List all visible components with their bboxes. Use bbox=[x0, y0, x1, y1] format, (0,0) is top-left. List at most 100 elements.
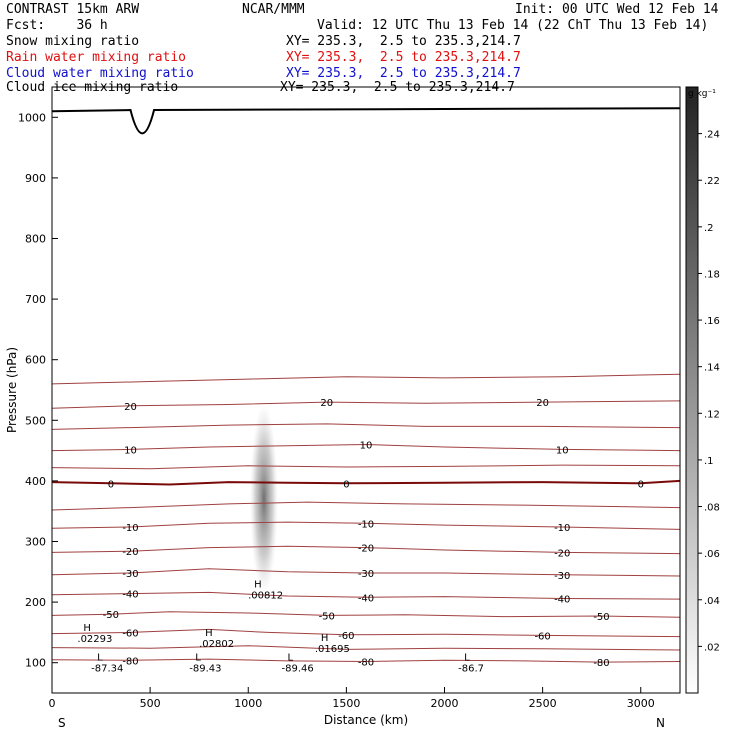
isotherm-line bbox=[52, 628, 680, 638]
isotherm-label: -20 bbox=[122, 547, 138, 558]
y-tick-label: 600 bbox=[25, 354, 46, 367]
colorbar-bar bbox=[685, 86, 699, 694]
isotherm-label: -60 bbox=[122, 628, 138, 639]
colorbar-tick-label: .18 bbox=[704, 269, 720, 280]
y-tick-label: 1000 bbox=[18, 111, 46, 124]
colorbar-tick-label: .2 bbox=[704, 223, 714, 234]
y-axis-label: Pressure (hPa) bbox=[5, 347, 19, 433]
isotherm-label: -20 bbox=[554, 548, 570, 559]
x-tick-label: 3000 bbox=[627, 697, 655, 710]
isotherm-line bbox=[52, 645, 680, 651]
forecast-hour: Fcst: 36 h bbox=[6, 18, 108, 33]
isotherm-label: -40 bbox=[122, 590, 138, 601]
colorbar-tick-label: .04 bbox=[704, 596, 720, 607]
isotherm-label: -50 bbox=[103, 610, 119, 621]
isotherm-line bbox=[52, 464, 680, 470]
colorbar-tick-label: .08 bbox=[704, 503, 720, 514]
field-label-rain: Rain water mixing ratio bbox=[6, 50, 187, 65]
center-name: NCAR/MMM bbox=[242, 2, 305, 17]
x-tick-label: 2500 bbox=[529, 697, 557, 710]
field-label-cloud-water: Cloud water mixing ratio bbox=[6, 66, 194, 81]
isotherm-label: -30 bbox=[358, 569, 374, 580]
y-tick-label: 300 bbox=[25, 536, 46, 549]
isotherm-line bbox=[52, 443, 680, 452]
isotherm-line bbox=[52, 658, 680, 663]
isotherm-line bbox=[52, 423, 680, 430]
x-tick-label: 1500 bbox=[332, 697, 360, 710]
x-tick-label: 0 bbox=[49, 697, 56, 710]
extremum-value: -89.46 bbox=[282, 663, 314, 674]
isotherm-label: 0 bbox=[343, 479, 349, 490]
isotherm-line bbox=[52, 568, 680, 577]
extremum-value: -89.43 bbox=[189, 663, 221, 674]
init-time: Init: 00 UTC Wed 12 Feb 14 bbox=[515, 2, 719, 17]
isotherm-label: -60 bbox=[338, 631, 354, 642]
isotherm-line bbox=[52, 400, 680, 409]
colorbar-tick-label: .22 bbox=[704, 176, 720, 187]
extremum-marker: H bbox=[254, 580, 262, 591]
isotherm-line bbox=[52, 611, 680, 618]
isotherm-label: -60 bbox=[534, 631, 550, 642]
extremum-marker: L bbox=[97, 652, 103, 663]
isotherm-label: 10 bbox=[124, 445, 137, 456]
extremum-marker: H bbox=[205, 628, 213, 639]
isotherm-label: 20 bbox=[124, 402, 137, 413]
extremum-value: .00812 bbox=[248, 591, 283, 602]
isotherm-label: -80 bbox=[358, 657, 374, 668]
extremum-marker: L bbox=[464, 652, 470, 663]
isotherm-label: -10 bbox=[358, 519, 374, 530]
field-label-snow: Snow mixing ratio bbox=[6, 34, 140, 49]
isotherm-label: -80 bbox=[593, 658, 609, 669]
extremum-marker: H bbox=[83, 623, 91, 634]
isotherm-label: 20 bbox=[320, 398, 333, 409]
colorbar-tick-label: .12 bbox=[704, 409, 720, 420]
isotherm-label: -50 bbox=[593, 612, 609, 623]
isotherm-label: -10 bbox=[122, 523, 138, 534]
isotherm-label: -30 bbox=[122, 569, 138, 580]
y-tick-label: 800 bbox=[25, 233, 46, 246]
y-tick-label: 900 bbox=[25, 172, 46, 185]
isotherm-label: 0 bbox=[638, 479, 644, 490]
plot-frame bbox=[51, 86, 681, 694]
extremum-value: .02293 bbox=[77, 634, 112, 645]
isotherm-label: -40 bbox=[358, 593, 374, 604]
colorbar-tick-label: .1 bbox=[704, 456, 714, 467]
isotherm-label: -20 bbox=[358, 544, 374, 555]
model-title: CONTRAST 15km ARW bbox=[6, 2, 140, 17]
isotherm-line bbox=[52, 373, 680, 385]
isotherm-line bbox=[52, 545, 680, 555]
x-tick-label: 1000 bbox=[234, 697, 262, 710]
extremum-value: -86.7 bbox=[458, 663, 484, 674]
valid-time: Valid: 12 UTC Thu 13 Feb 14 (22 ChT Thu … bbox=[317, 18, 709, 33]
terrain-line bbox=[52, 107, 680, 135]
left-end-label: S bbox=[58, 716, 66, 730]
isotherm-label: 20 bbox=[536, 398, 549, 409]
field-xy-rain: XY= 235.3, 2.5 to 235.3,214.7 bbox=[286, 50, 521, 65]
colorbar-tick-label: .24 bbox=[704, 130, 720, 141]
isotherm-label: -30 bbox=[554, 571, 570, 582]
extremum-value: .01695 bbox=[315, 644, 350, 655]
snow-shading bbox=[249, 404, 278, 595]
field-xy-snow: XY= 235.3, 2.5 to 235.3,214.7 bbox=[286, 34, 521, 49]
extremum-value: -87.34 bbox=[91, 663, 123, 674]
colorbar-tick-label: .02 bbox=[704, 642, 720, 653]
isotherm-line bbox=[52, 521, 680, 530]
y-tick-label: 700 bbox=[25, 293, 46, 306]
isotherm-line bbox=[52, 501, 680, 511]
y-tick-label: 200 bbox=[25, 596, 46, 609]
extremum-marker: L bbox=[195, 652, 201, 663]
extremum-marker: L bbox=[288, 652, 294, 663]
extremum-marker: H bbox=[321, 633, 329, 644]
isotherm-label: -40 bbox=[554, 594, 570, 605]
isotherm-line bbox=[52, 479, 680, 486]
field-xy-cloud-water: XY= 235.3, 2.5 to 235.3,214.7 bbox=[286, 66, 521, 81]
isotherm-label: 0 bbox=[108, 479, 114, 490]
y-tick-label: 500 bbox=[25, 414, 46, 427]
colorbar: .24 .22 .2 .18 .16 .14 .12 .1 .08 .06 .04 .02 bbox=[685, 86, 720, 694]
isotherm-label: -10 bbox=[554, 523, 570, 534]
right-end-label: N bbox=[656, 716, 665, 730]
x-tick-label: 500 bbox=[140, 697, 161, 710]
isotherm-line bbox=[52, 591, 680, 600]
